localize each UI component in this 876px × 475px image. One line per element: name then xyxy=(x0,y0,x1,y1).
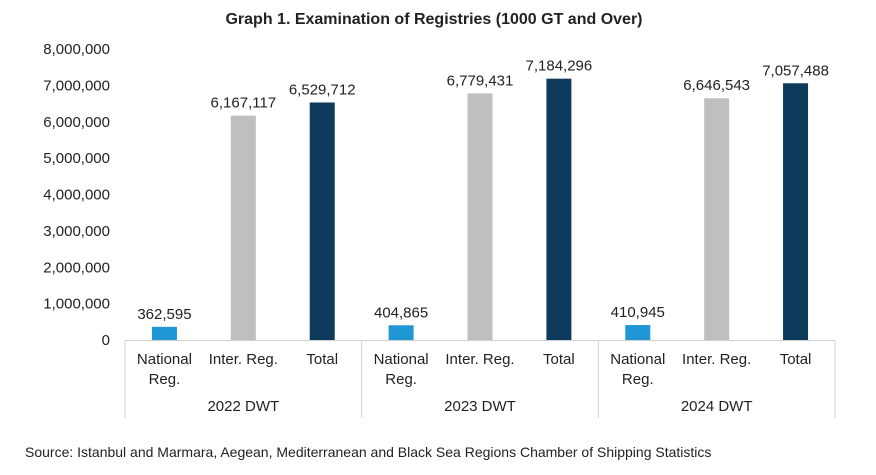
bar xyxy=(230,115,256,341)
category-label: Total xyxy=(306,351,338,368)
data-label: 404,865 xyxy=(374,304,428,321)
bar-chart: Graph 1. Examination of Registries (1000… xyxy=(43,11,836,418)
category-label: Total xyxy=(543,351,575,368)
y-tick-label: 1,000,000 xyxy=(43,296,110,313)
group-label: 2023 DWT xyxy=(444,398,516,415)
chart-title: Graph 1. Examination of Registries (1000… xyxy=(225,11,642,28)
y-tick-label: 3,000,000 xyxy=(43,223,110,240)
bar xyxy=(388,325,414,340)
y-tick-label: 8,000,000 xyxy=(43,41,110,58)
category-label: National xyxy=(610,351,665,368)
data-label: 6,529,712 xyxy=(289,81,356,98)
category-label: Total xyxy=(780,351,812,368)
category-label: Inter. Reg. xyxy=(682,351,751,368)
data-label: 362,595 xyxy=(137,306,191,323)
bar xyxy=(704,98,730,340)
data-label: 7,184,296 xyxy=(526,58,593,75)
data-label: 6,779,431 xyxy=(447,72,514,89)
group-label: 2022 DWT xyxy=(207,398,279,415)
y-tick-label: 7,000,000 xyxy=(43,77,110,94)
category-label: Reg. xyxy=(385,371,417,388)
y-tick-label: 0 xyxy=(102,332,110,349)
data-label: 6,646,543 xyxy=(683,77,750,94)
category-label: National xyxy=(137,351,192,368)
y-tick-label: 6,000,000 xyxy=(43,114,110,131)
category-label: National xyxy=(374,351,429,368)
source-note: Source: Istanbul and Marmara, Aegean, Me… xyxy=(25,444,712,460)
data-label: 6,167,117 xyxy=(211,95,277,112)
data-label: 7,057,488 xyxy=(762,62,829,79)
category-label: Inter. Reg. xyxy=(445,351,514,368)
bars: 362,595 6,167,117 6,529,712 404,865 6,779,43… xyxy=(137,58,829,341)
y-tick-label: 4,000,000 xyxy=(43,187,110,204)
category-label: Reg. xyxy=(622,371,654,388)
x-axis: 2022 DWT National Reg. Inter. Reg. Total 2023… xyxy=(124,340,836,418)
y-tick-label: 2,000,000 xyxy=(43,259,110,276)
y-tick-label: 5,000,000 xyxy=(43,150,110,167)
bar xyxy=(783,83,809,340)
category-label: Inter. Reg. xyxy=(209,351,278,368)
data-label: 410,945 xyxy=(611,304,665,321)
group-label: 2024 DWT xyxy=(681,398,753,415)
category-label: Reg. xyxy=(149,371,181,388)
bar xyxy=(546,78,572,340)
bar xyxy=(151,326,177,340)
bar xyxy=(625,325,651,340)
y-axis: 0 1,000,000 2,000,000 3,000,000 4,000,000 5,0… xyxy=(43,41,110,349)
bar xyxy=(309,102,335,341)
bar xyxy=(467,93,493,341)
